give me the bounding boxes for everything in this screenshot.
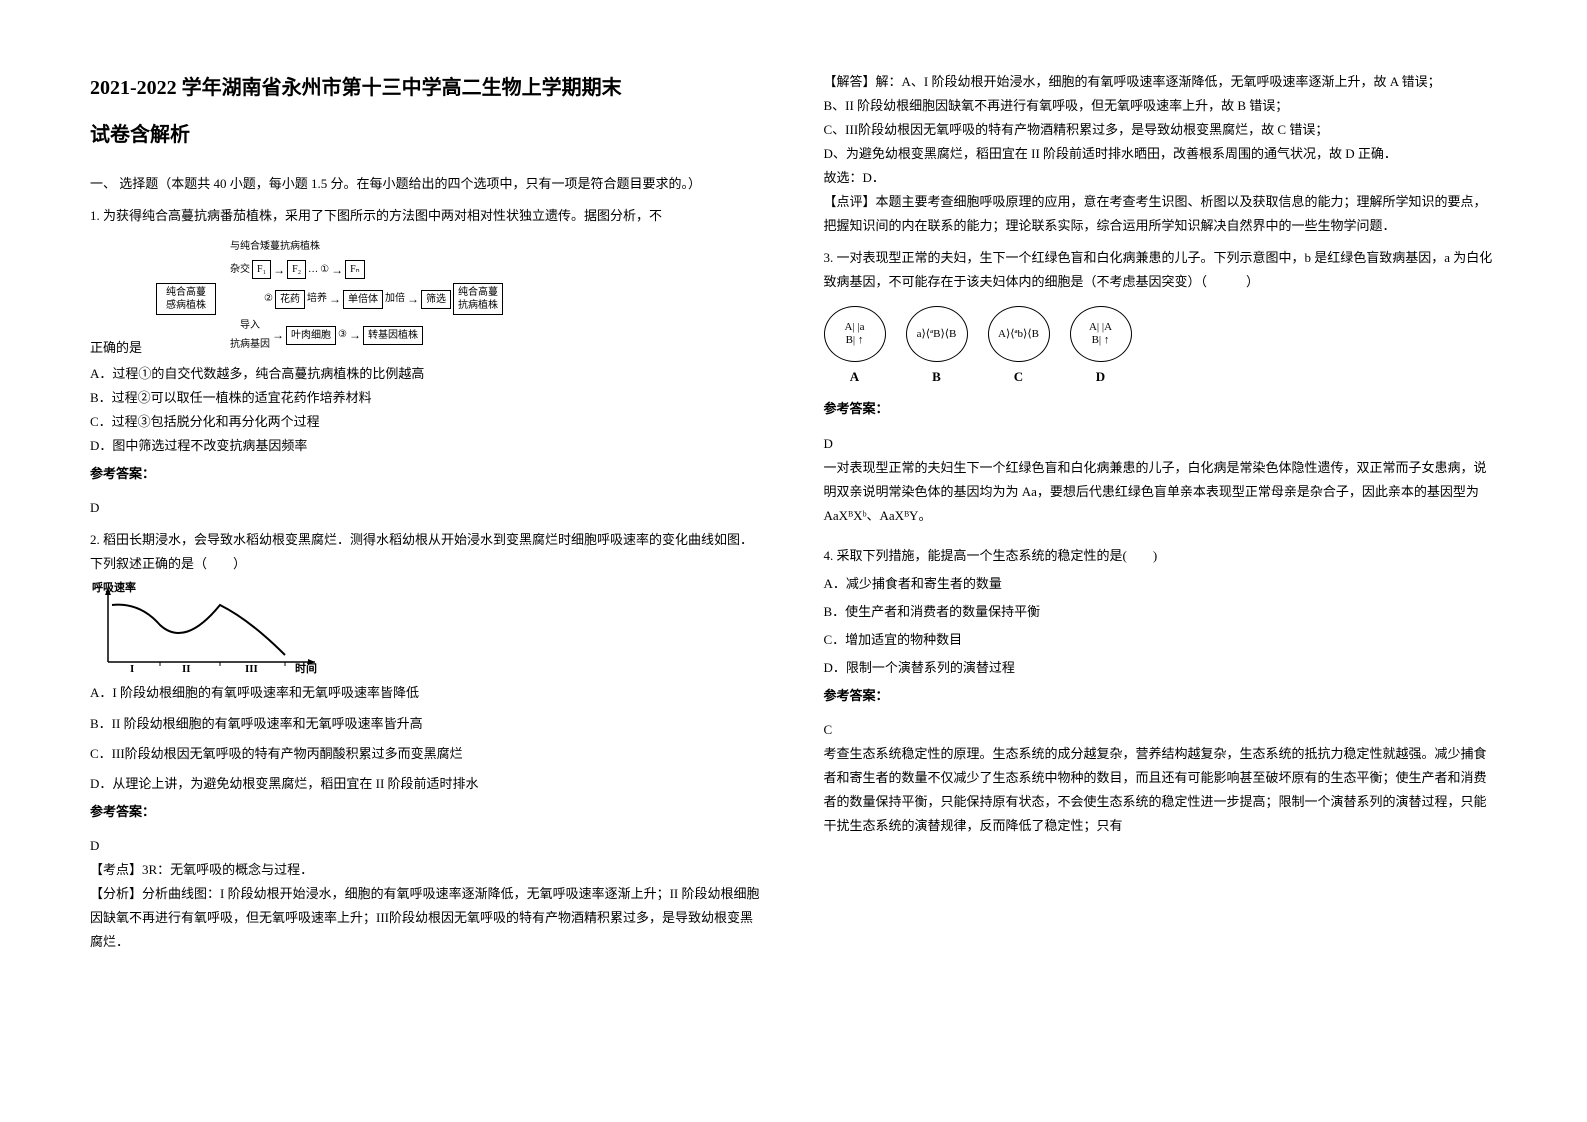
q4-answer-label: 参考答案： <box>824 684 1498 708</box>
q1-optC: C．过程③包括脱分化和再分化两个过程 <box>90 410 764 434</box>
fc-dbl: 加倍 <box>385 290 405 309</box>
cellD-r2: B| ↑ <box>1092 334 1110 346</box>
fc-top: 与纯合矮蔓抗病植株 <box>230 238 320 257</box>
cell-A: A| |aB| ↑ A <box>824 306 886 389</box>
q1-stem: 1. 为获得纯合高蔓抗病番茄植株，采用了下图所示的方法图中两对相对性状独立遗传。… <box>90 204 764 228</box>
fc-right: 纯合高蔓 抗病植株 <box>453 283 503 315</box>
fc-anther: 花药 <box>275 290 305 309</box>
q1-flowchart: 与纯合矮蔓抗病植株 杂交 F₁ F₂ … ① Fₙ 纯合高蔓 感病植株 ② 花药 <box>152 234 507 360</box>
q2-jiedaC: C、III阶段幼根因无氧呼吸的特有产物酒精积累过多，是导致幼根变黑腐烂，故 C … <box>824 118 1498 142</box>
q2-jiedaA: 【解答】解：A、I 阶段幼根开始浸水，细胞的有氧呼吸速率逐渐降低，无氧呼吸速率逐… <box>824 70 1498 94</box>
fc-gene: 抗病基因 <box>230 336 270 355</box>
q2-zone2: II <box>182 659 191 679</box>
cell-C: A⟩⟨ªb⟩⟨B C <box>988 306 1050 389</box>
q3-answer-label: 参考答案： <box>824 397 1498 421</box>
fc-c2: ② <box>264 290 273 309</box>
cell-A-label: A <box>850 369 859 384</box>
q2-xlabel: 时间 <box>295 659 317 679</box>
q2-guxuan: 故选：D． <box>824 166 1498 190</box>
q2-answer: D <box>90 834 764 858</box>
cellB-r1: a⟩⟨ªB⟩⟨B <box>917 328 957 341</box>
fc-f2: F₂ <box>287 260 306 279</box>
q4-stem: 4. 采取下列措施，能提高一个生态系统的稳定性的是( ) <box>824 544 1498 568</box>
q2-zone1: I <box>130 659 134 679</box>
q1-stem-suffix: 正确的是 <box>90 336 142 360</box>
cellC-r1: A⟩⟨ªb⟩⟨B <box>998 328 1039 341</box>
q2-stem: 2. 稻田长期浸水，会导致水稻幼根变黑腐烂．测得水稻幼根从开始浸水到变黑腐烂时细… <box>90 528 764 576</box>
cell-B: a⟩⟨ªB⟩⟨B B <box>906 306 968 389</box>
q4-optC: C．增加适宜的物种数目 <box>824 628 1498 652</box>
fc-imp: 导入 <box>240 317 260 336</box>
q1-answer: D <box>90 496 764 520</box>
fc-cult: 培养 <box>307 290 327 309</box>
q2-dianping: 【点评】本题主要考查细胞呼吸原理的应用，意在考查考生识图、析图以及获取信息的能力… <box>824 190 1498 238</box>
fc-hap: 单倍体 <box>343 290 383 309</box>
arrow-icon <box>331 259 343 282</box>
q3-explain: 一对表现型正常的夫妇生下一个红绿色盲和白化病兼患的儿子，白化病是常染色体隐性遗传… <box>824 456 1498 528</box>
q4-optD: D．限制一个演替系列的演替过程 <box>824 656 1498 680</box>
section-1-heading: 一、 选择题（本题共 40 小题，每小题 1.5 分。在每小题给出的四个选项中，… <box>90 172 764 196</box>
fc-trans: 转基因植株 <box>363 326 423 345</box>
doc-title-1: 2021-2022 学年湖南省永州市第十三中学高二生物上学期期末 <box>90 70 764 107</box>
q2-ylabel: 呼吸速率 <box>92 578 136 598</box>
fc-scr: 筛选 <box>421 290 451 309</box>
q2-answer-label: 参考答案： <box>90 800 764 824</box>
fc-left: 纯合高蔓 感病植株 <box>156 283 216 315</box>
q2-optC: C．III阶段幼根因无氧呼吸的特有产物丙酮酸积累过多而变黑腐烂 <box>90 742 764 766</box>
cell-B-label: B <box>932 369 941 384</box>
fc-fn: Fₙ <box>345 260 365 279</box>
fc-hyb: 杂交 <box>230 261 250 280</box>
q2-optB: B．II 阶段幼根细胞的有氧呼吸速率和无氧呼吸速率皆升高 <box>90 712 764 736</box>
q1-answer-label: 参考答案： <box>90 462 764 486</box>
arrow-icon <box>407 288 419 311</box>
fc-c1: ① <box>320 261 329 280</box>
right-column: 【解答】解：A、I 阶段幼根开始浸水，细胞的有氧呼吸速率逐渐降低，无氧呼吸速率逐… <box>824 70 1498 1092</box>
arrow-icon <box>349 324 361 347</box>
q1-optD: D．图中筛选过程不改变抗病基因频率 <box>90 434 764 458</box>
q1-optA: A．过程①的自交代数越多，纯合高蔓抗病植株的比例越高 <box>90 362 764 386</box>
q4-explain: 考查生态系统稳定性的原理。生态系统的成分越复杂，营养结构越复杂，生态系统的抵抗力… <box>824 742 1498 838</box>
q4-optB: B．使生产者和消费者的数量保持平衡 <box>824 600 1498 624</box>
q1-optB: B．过程②可以取任一植株的适宜花药作培养材料 <box>90 386 764 410</box>
q3-stem: 3. 一对表现型正常的夫妇，生下一个红绿色盲和白化病兼患的儿子。下列示意图中，b… <box>824 246 1498 294</box>
cell-D-label: D <box>1096 369 1105 384</box>
cell-C-label: C <box>1014 369 1023 384</box>
cellA-r1: A| |a <box>845 321 865 333</box>
fc-leaf: 叶肉细胞 <box>286 326 336 345</box>
q2-zone3: III <box>245 659 258 679</box>
cellA-r2: B| ↑ <box>846 334 864 346</box>
q2-fenxi: 【分析】分析曲线图：I 阶段幼根开始浸水，细胞的有氧呼吸速率逐渐降低，无氧呼吸速… <box>90 882 764 954</box>
cellD-r1: A| |A <box>1089 321 1112 333</box>
q2-kaodian: 【考点】3R：无氧呼吸的概念与过程． <box>90 858 764 882</box>
arrow-icon <box>272 324 284 347</box>
arrow-icon <box>273 259 285 282</box>
q2-chart: 呼吸速率 I II III 时间 <box>90 580 340 675</box>
fc-f1: F₁ <box>252 260 271 279</box>
q2-jiedaD: D、为避免幼根变黑腐烂，稻田宜在 II 阶段前适时排水晒田，改善根系周围的通气状… <box>824 142 1498 166</box>
q4-optA: A．减少捕食者和寄生者的数量 <box>824 572 1498 596</box>
arrow-icon <box>329 288 341 311</box>
q2-optD: D．从理论上讲，为避免幼根变黑腐烂，稻田宜在 II 阶段前适时排水 <box>90 772 764 796</box>
q3-answer: D <box>824 432 1498 456</box>
doc-title-2: 试卷含解析 <box>90 117 764 154</box>
q2-optA: A．I 阶段幼根细胞的有氧呼吸速率和无氧呼吸速率皆降低 <box>90 681 764 705</box>
left-column: 2021-2022 学年湖南省永州市第十三中学高二生物上学期期末 试卷含解析 一… <box>90 70 764 1092</box>
q2-jiedaB: B、II 阶段幼根细胞因缺氧不再进行有氧呼吸，但无氧呼吸速率上升，故 B 错误； <box>824 94 1498 118</box>
q4-answer: C <box>824 718 1498 742</box>
q3-cells: A| |aB| ↑ A a⟩⟨ªB⟩⟨B B A⟩⟨ªb⟩⟨B C A| |AB… <box>824 306 1498 389</box>
cell-D: A| |AB| ↑ D <box>1070 306 1132 389</box>
fc-c3: ③ <box>338 326 347 345</box>
